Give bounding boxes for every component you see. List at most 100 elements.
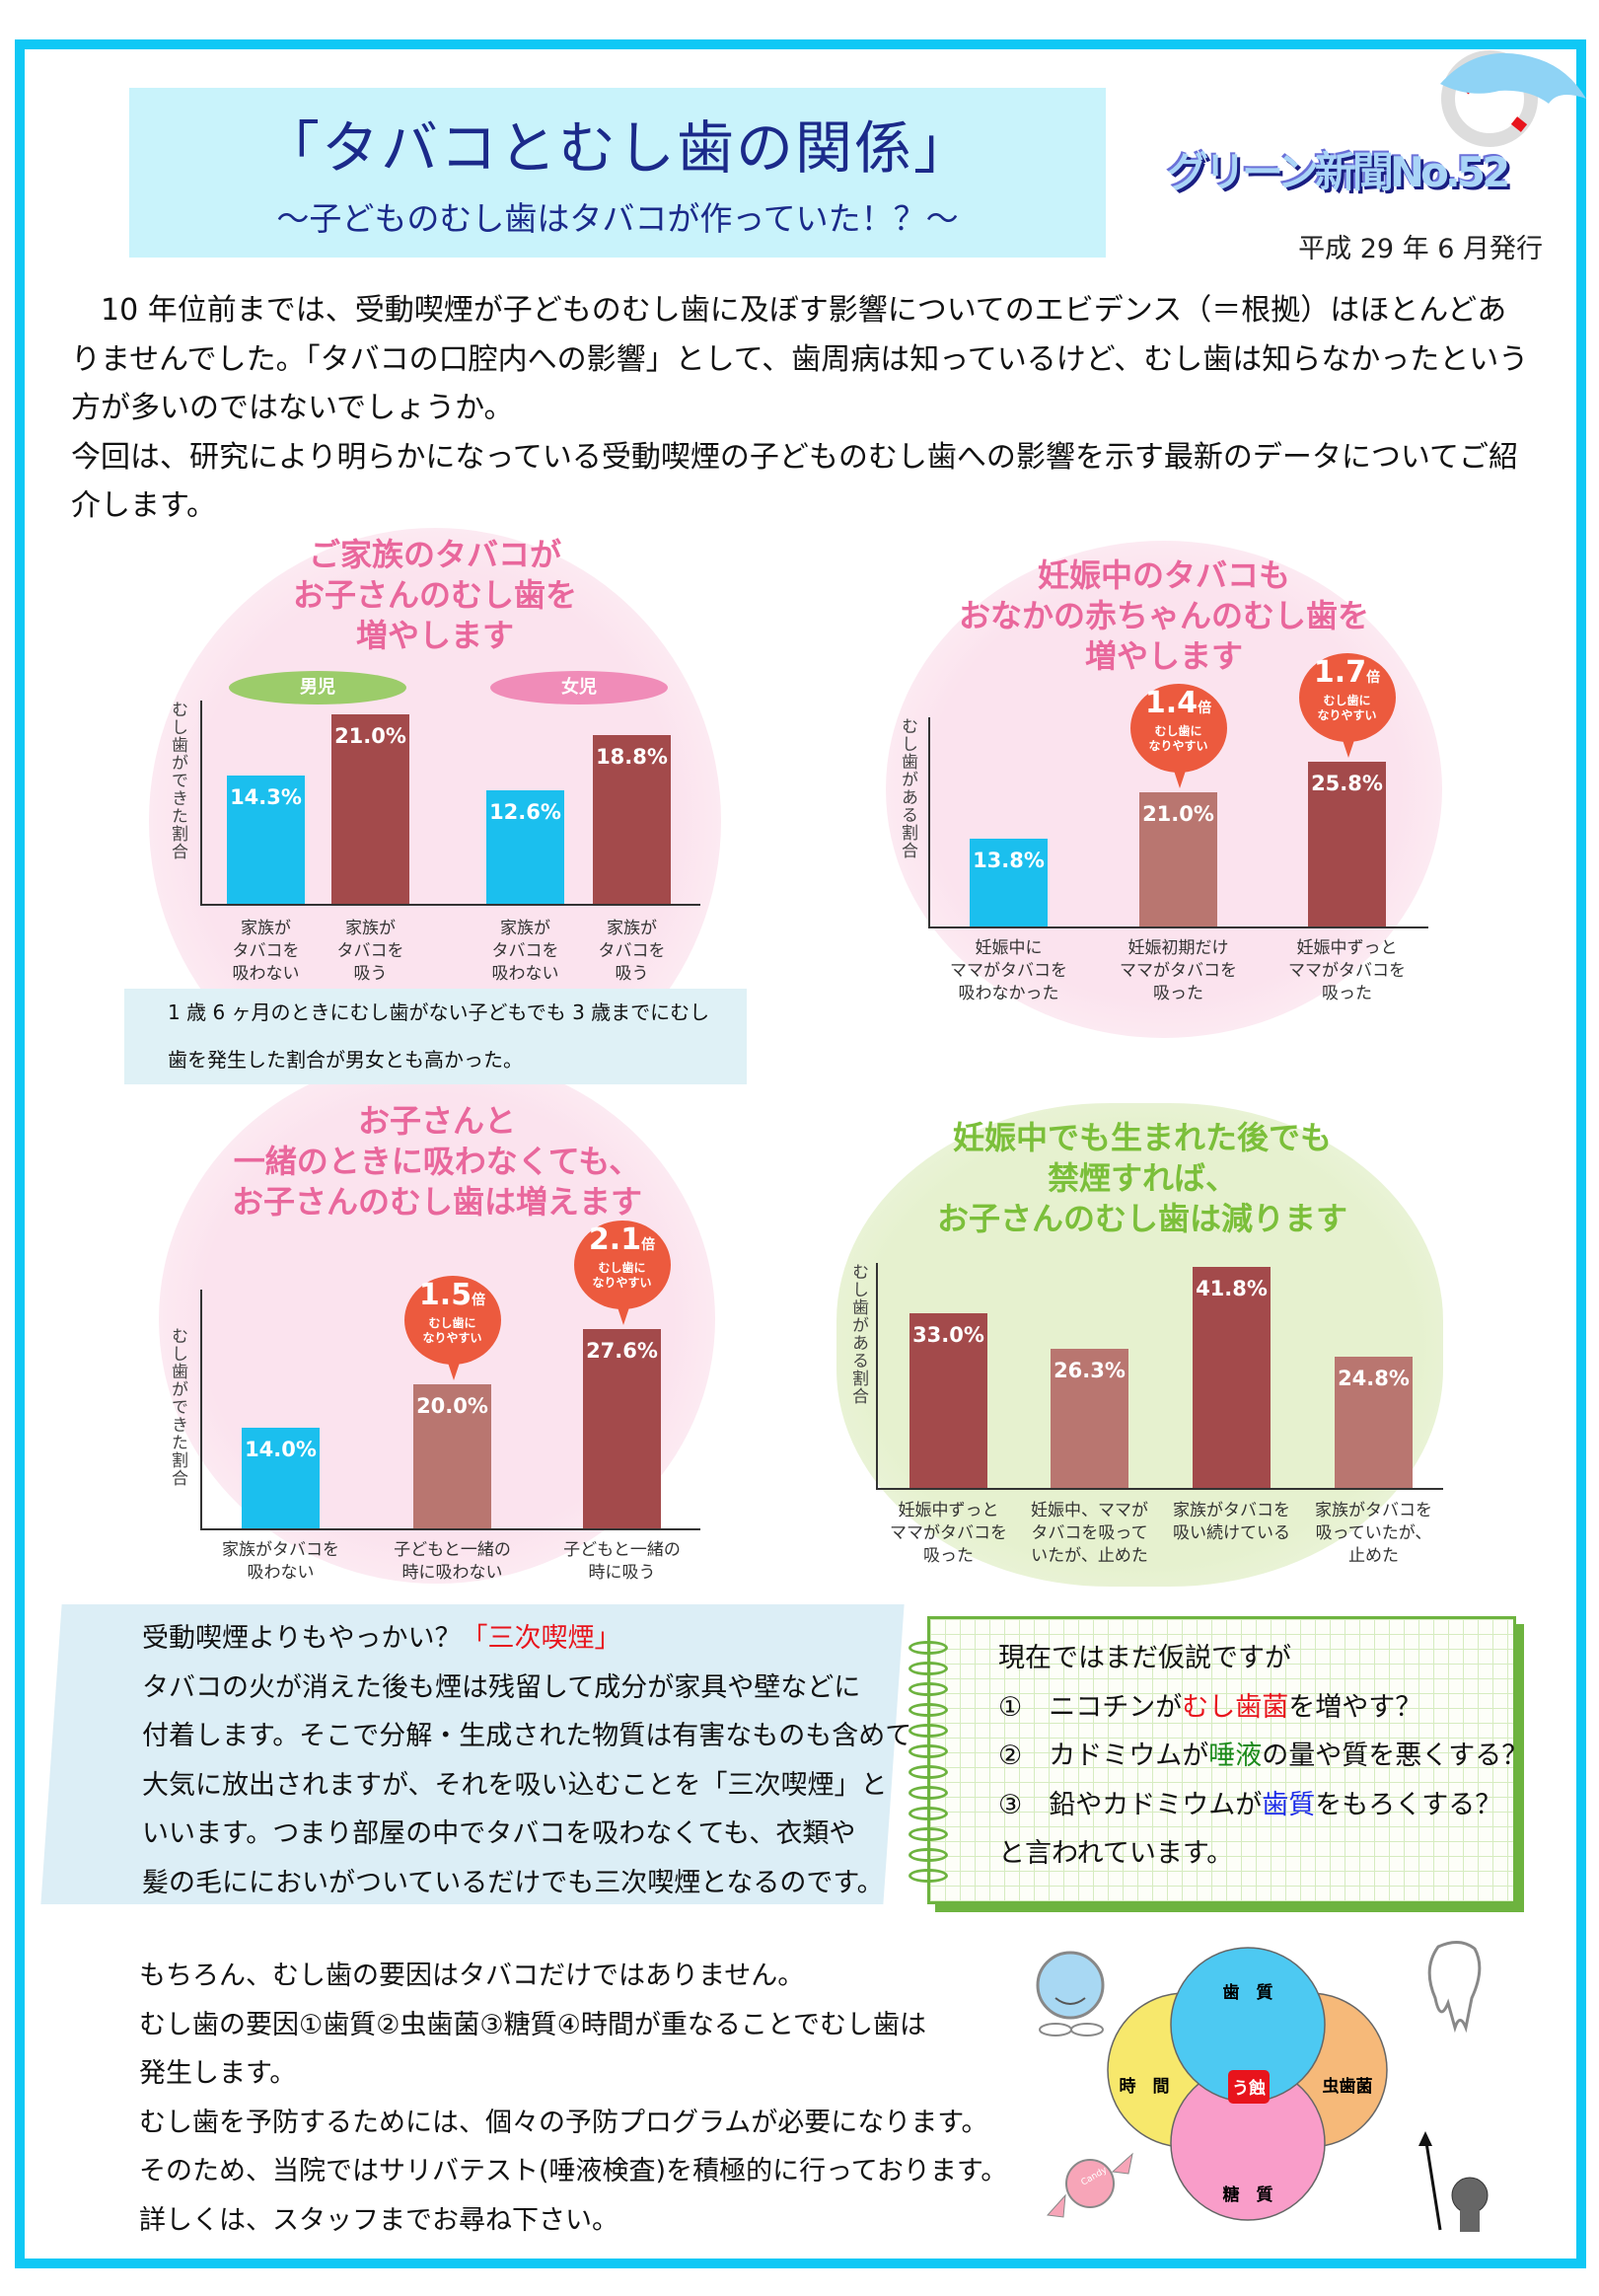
ratio-number: 1.7 [1313,655,1367,691]
chart-4-bar: 33.0% [909,1313,987,1488]
chart-4-title: 妊娠中でも生まれた後でも 禁煙すれば、 お子さんのむし歯は減ります [936,1119,1348,1237]
hypothesis-item: ① ニコチンがむし歯菌を増やす？ [998,1683,1528,1733]
chart-4-bar: 26.3% [1051,1349,1128,1488]
bar-value-label: 21.0% [1142,802,1214,827]
notebook-ring-icon [909,1703,948,1717]
tooth-character-icon [1427,1941,1482,2034]
item-keyword: 唾液 [1208,1741,1263,1771]
ratio-bubble: 1.4倍 むし歯に なりやすい [1129,684,1227,789]
chart-1-bar: 21.0% [331,714,409,904]
ratio-number: 1.5 [418,1277,472,1312]
chart-3-x-axis [200,1528,700,1530]
ratio-note: むし歯に なりやすい [592,1260,652,1290]
category-label: 家族がタバコを 吸い続けている [1173,1501,1290,1543]
bar-value-label: 20.0% [416,1393,488,1418]
category-label: 妊娠中に ママがタバコを 吸わなかった [950,938,1067,1003]
third-hand-lead: 受動喫煙よりもやっかい？ [142,1623,462,1654]
chart-2-ylabel: むし歯がある割合 [898,717,917,859]
closing-line: もちろん、むし歯の要因はタバコだけではありません。 [139,1961,805,1991]
venn-label-bacteria: 虫歯菌 [1323,2076,1373,2097]
notebook-ring-icon [909,1682,948,1696]
category-label: 家族が タバコを 吸う [336,919,404,984]
chart-3-bar: 14.0% [242,1427,320,1528]
category-label: 妊娠初期だけ ママがタバコを 吸った [1120,938,1237,1003]
third-hand-line: タバコの火が消えた後も煙は残留して成分が家具や壁などに [142,1671,861,1703]
newsletter-logo: グリーン新聞No.52 [1167,148,1510,196]
category-label: 妊娠中ずっと ママがタバコを 吸った [890,1501,1007,1566]
category-label: 妊娠中ずっと ママがタバコを 吸った [1288,938,1406,1003]
intro-text: 10 年位前までは、受動喫煙が子どものむし歯に及ぼす影響についてのエビデンス（＝… [71,286,1531,531]
ratio-value: 1.5倍 [404,1277,501,1316]
hypotheses-notebook [909,1616,1516,1904]
chart-1-title: ご家族のタバコが お子さんのむし歯を 増やします [292,536,578,654]
hypothesis-item: ② カドミウムが唾液の量や質を悪くする？ [998,1732,1528,1781]
item-number: ② [998,1741,1023,1771]
bar-value-label: 41.8% [1196,1276,1268,1300]
chart-3-bar: 20.0% [413,1383,491,1528]
bar-value-label: 13.8% [973,848,1045,872]
chart-4-ylabel: むし歯がある割合 [848,1263,868,1405]
ratio-note: むし歯に なりやすい [1148,724,1208,754]
page-title: 「タバコとむし歯の関係」 [261,114,973,182]
bar-value-label: 14.3% [230,784,302,809]
notebook-ring-icon [909,1662,948,1675]
category-label: 家族が タバコを 吸わない [232,919,300,984]
third-hand-line: 付着します。そこで分解・生成された物質は有害なものも含めて [142,1721,912,1751]
chart-1-bar: 12.6% [486,790,564,904]
candy-character-icon: Candy [1046,2152,1133,2218]
third-hand-smoke-section: 受動喫煙よりもやっかい？「三次喫煙」 タバコの火が消えた後も煙は残留して成分が家… [142,1614,911,1907]
bar-value-label: 24.8% [1338,1367,1410,1391]
dolphin-lifebuoy-icon [1440,50,1586,147]
chart-4-bar: 41.8% [1193,1266,1271,1488]
notebook-ring-icon [909,1869,948,1883]
ratio-value: 2.1倍 [574,1223,671,1261]
chart-4-x-axis [876,1488,1443,1490]
hypotheses-intro: 現在ではまだ仮説ですが [998,1643,1291,1673]
third-hand-line: 髪の毛ににおいがついているだけでも三次喫煙となるのです。 [142,1867,884,1898]
category-label: 子どもと一緒の 時に吸う [563,1540,681,1583]
closing-line: そのため、当院ではサリバテスト(唾液検査)を積極的に行っております。 [139,2156,1008,2186]
notebook-ring-icon [909,1641,948,1655]
hypotheses-outro: と言われています。 [998,1838,1234,1869]
ratio-bubble: 1.5倍 むし歯に なりやすい [403,1275,501,1380]
group-label-girls: 女児 [490,671,668,704]
chart-2-bar: 25.8% [1308,762,1386,926]
chart-2-x-axis [928,926,1428,928]
chart-2-bar: 21.0% [1139,792,1217,926]
chart-3-ylabel: むし歯ができた割合 [168,1327,187,1487]
item-text: を増やす？ [1288,1691,1422,1723]
notebook-ring-icon [909,1744,948,1758]
item-keyword: 歯質 [1262,1789,1316,1820]
chart-1-x-axis [200,904,700,906]
ratio-number: 1.4 [1144,686,1199,721]
chart-2-y-axis [928,717,930,926]
chart-3-y-axis [200,1290,202,1528]
chart-2-title: 妊娠中のタバコも おなかの赤ちゃんのむし歯を 増やします [958,556,1370,675]
issue-date: 平成 29 年 6 月発行 [1298,234,1543,264]
ratio-value: 1.4倍 [1130,688,1227,724]
ratio-value: 1.7倍 [1299,657,1396,694]
category-label: 妊娠中、ママが タバコを吸って いたが、止めた [1031,1501,1148,1566]
item-keyword: むし歯菌 [1182,1691,1289,1723]
chart-1-bar: 18.8% [593,734,671,904]
item-text: の量や質を悪くする？ [1262,1741,1529,1771]
notebook-ring-icon [909,1827,948,1841]
chart-1-ylabel: むし歯ができた割合 [168,701,187,860]
ratio-note: むし歯に なりやすい [1317,694,1377,723]
category-label: 家族が タバコを 吸わない [491,919,559,984]
ratio-unit: 倍 [472,1292,486,1308]
hypothesis-item: ③ 鉛やカドミウムが歯質をもろくする？ [998,1781,1528,1830]
item-text: をもろくする？ [1315,1789,1502,1820]
bar-value-label: 18.8% [596,744,668,769]
venn-center-label: う蝕 [1232,2078,1266,2099]
item-text: カドミウムが [1049,1741,1209,1771]
ratio-bubble: 2.1倍 むし歯に なりやすい [573,1220,671,1325]
third-hand-highlight: 「三次喫煙」 [461,1623,621,1654]
ratio-note: むし歯に なりやすい [422,1315,482,1345]
chart-3-bar: 27.6% [583,1328,661,1528]
chart-3-title: お子さんと 一緒のときに吸わなくても、 お子さんのむし歯は増えます [231,1102,643,1221]
group-label-boys: 男児 [229,671,406,704]
ratio-unit: 倍 [1198,701,1212,717]
bar-value-label: 12.6% [489,800,561,825]
ratio-bubble: 1.7倍 むし歯に なりやすい [1298,653,1396,759]
